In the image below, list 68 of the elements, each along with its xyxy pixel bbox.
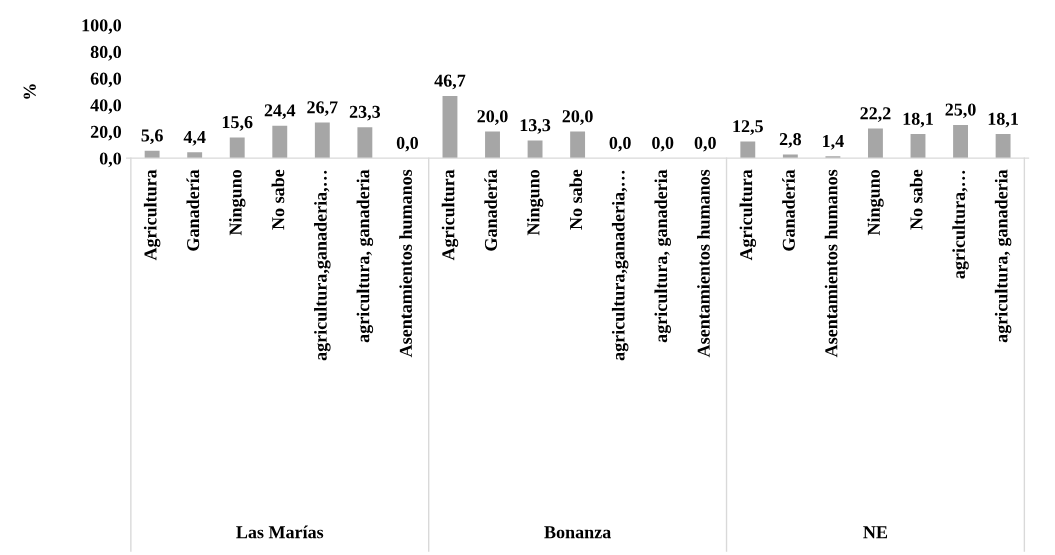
text: NE [863,526,888,539]
x-tick-label: agricultura, ganaderia [994,169,1012,343]
data-label: 26,7 [307,101,338,117]
bar [229,137,245,159]
bar [953,124,968,159]
bar [314,122,330,159]
x-tick-label: Agricultura [739,169,757,261]
data-label: 23,3 [349,105,381,121]
bar [527,140,543,159]
x-tick-label: Asentamientos humanos [824,169,838,358]
x-tick-label: agricultura, ganaderia [654,169,671,343]
bar [485,131,500,159]
x-tick-label: No sabe [909,169,923,230]
x-tick-label: Asentamientos humanos [697,169,710,358]
x-tick-label: Asentamientos humanos [399,169,412,358]
x-tick-label: agricultura,ganaderia,… [611,170,629,361]
bar [187,152,203,159]
data-label: 20,0 [477,110,508,125]
data-label: 12,5 [733,120,763,135]
data-label: 0,0 [609,136,631,152]
data-label: 18,1 [903,112,933,128]
y-tick-label: 60,0 [90,72,122,88]
data-label: 46,7 [434,74,466,90]
x-tick-label: Ganadería [782,169,795,251]
y-tick-label: 40,0 [90,99,122,114]
y-axis-title: % [23,84,36,99]
data-label: 0,0 [396,136,419,152]
data-label: 4,4 [183,131,206,146]
text: Bonanza [544,526,611,539]
data-label: 15,6 [222,116,253,131]
x-tick-label: Agricultura [143,169,161,261]
data-label: 18,1 [988,112,1018,128]
data-label: 20,0 [562,110,593,125]
data-label: 0,0 [694,136,716,152]
data-label: 22,2 [860,107,891,122]
data-label: 25,0 [945,103,976,119]
x-tick-label: No sabe [569,169,583,230]
bar [782,154,798,159]
x-tick-label: agricultura,… [952,170,969,279]
data-label: 0,0 [652,136,674,152]
data-label: 13,3 [520,119,551,134]
bar [868,128,883,159]
x-tick-label: agricultura, ganaderia [356,169,374,343]
bar [740,141,756,159]
x-tick-label: Ninguno [228,169,246,236]
y-tick-label: 80,0 [90,45,122,61]
y-tick-label: 100,0 [82,19,122,35]
bar [272,125,288,159]
data-label: 1,4 [823,134,844,150]
bar [357,127,373,159]
x-tick-label: Ganadería [484,169,498,251]
bar [995,134,1011,159]
bar [570,131,586,159]
bar [910,134,926,159]
x-tick-label: Ganadería [186,169,200,251]
data-label: 24,4 [264,104,296,120]
x-tick-label: Ninguno [867,169,884,236]
data-label: 5,6 [141,129,163,145]
y-tick-label: 0,0 [99,152,122,168]
x-tick-label: agricultura,ganaderia,… [314,170,331,361]
x-tick-label: No sabe [271,169,285,230]
text: Las Marías [236,525,324,539]
x-tick-label: Agricultura [441,169,459,261]
data-label: 2,8 [779,133,802,148]
bar [442,95,458,159]
y-tick-label: 20,0 [90,125,122,141]
bar [144,150,160,159]
x-tick-label: Ninguno [526,169,544,236]
